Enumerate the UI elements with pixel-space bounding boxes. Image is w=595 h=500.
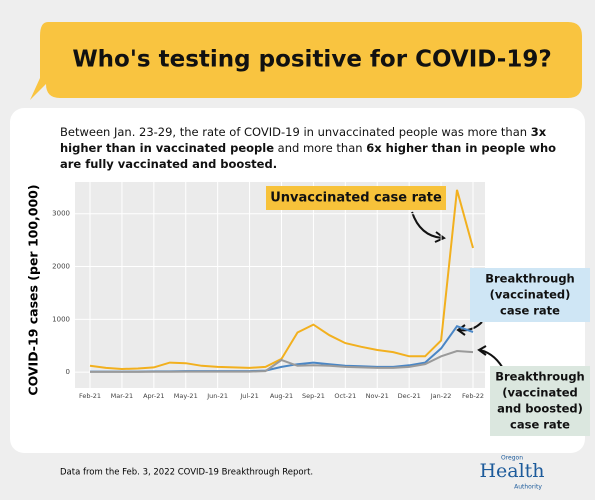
x-tick-label: Jan-22 [430,392,452,400]
subtitle-part: and more than [274,141,367,155]
subtitle-part: 6x higher than in people who are fully v… [60,141,557,171]
x-tick-label: Apr-21 [143,392,164,400]
annotation-text: case rate [510,418,570,432]
x-tick-label: Aug-21 [270,392,293,400]
arrow [458,321,483,332]
subtitle: Between Jan. 23-29, the rate of COVID-19… [60,124,560,172]
title-bubble [30,22,582,100]
y-tick-label: 1000 [52,315,70,323]
logo-text: Oregon [501,455,523,462]
annotation-text: case rate [500,304,560,318]
logo-text: Authority [514,484,542,491]
subtitle-part: Between Jan. 23-29, the rate of COVID-19… [60,125,531,139]
arrow [411,211,443,239]
x-tick-label: Nov-21 [366,392,389,400]
x-tick-label: Jul-21 [239,392,258,400]
source-note: Data from the Feb. 3, 2022 COVID-19 Brea… [60,468,313,478]
annotation-text: (vaccinated) [490,288,571,302]
chart-title: Who's testing positive for COVID-19? [72,47,551,73]
x-tick-label: Jun-21 [206,392,228,400]
arrow-head [477,345,487,356]
annotation-box [266,186,446,210]
x-tick-label: Dec-21 [398,392,421,400]
series-line [90,349,474,373]
y-tick-label: 2000 [52,263,70,271]
x-tick-label: Oct-21 [334,392,356,400]
y-axis-title: COVID-19 cases (per 100,000) [26,184,41,395]
annotation-box [490,366,590,436]
x-tick-label: Feb-21 [79,392,101,400]
logo-text: Health [479,460,544,482]
annotation-text: Breakthrough [485,272,575,286]
annotation-text: Breakthrough [495,370,585,384]
annotation-box [470,268,590,322]
series-line [89,189,474,371]
plot-area [75,182,485,388]
annotation-text: (vaccinated [502,386,578,400]
subtitle-part: 3x higher than in vaccinated people [60,125,547,155]
x-tick-label: Mar-21 [111,392,133,400]
x-tick-label: Sep-21 [302,392,325,400]
y-tick-label: 3000 [52,210,70,218]
arrow-head [456,324,466,336]
annotation-text: and boosted) [497,402,583,416]
annotation-text: Unvaccinated case rate [270,191,442,206]
y-tick-label: 0 [66,368,70,376]
arrow-head [434,231,446,243]
x-tick-label: May-21 [174,392,198,400]
x-tick-label: Feb-22 [462,392,484,400]
